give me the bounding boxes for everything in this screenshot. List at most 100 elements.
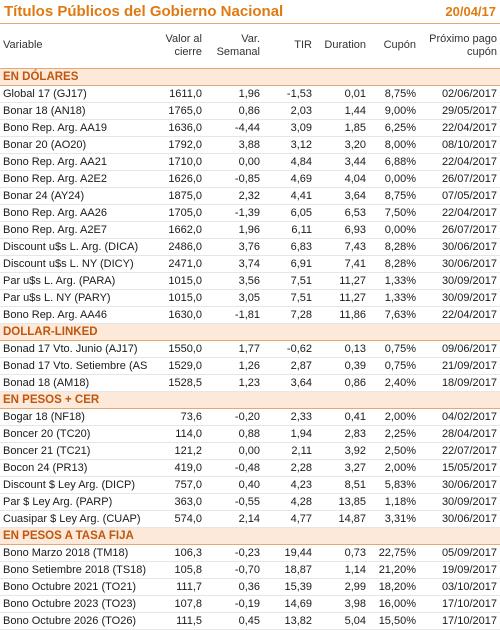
cell: 8,75% [369,187,419,205]
cell: 30/09/2017 [419,272,500,290]
data-row: Par u$s L. NY (PARY) 1015,0 3,05 7,51 11,27 1… [0,289,500,307]
cell: 4,04 [315,170,369,188]
cell: 105,8 [155,561,205,579]
cell: 1636,0 [155,119,205,137]
cell: 7,51 [263,272,315,290]
section-title: DOLLAR-LINKED [0,322,500,341]
data-row: Discount $ Ley Arg. (DICP) 757,0 0,40 4,23 8… [0,476,500,494]
cell: 3,20 [315,136,369,154]
cell: 14,87 [315,510,369,528]
cell: 0,75% [369,357,419,375]
cell: -1,53 [263,85,315,103]
bond-name: Bono Rep. Arg. AA19 [0,119,155,137]
cell: 15/05/2017 [419,459,500,477]
cell: 3,64 [263,374,315,392]
cell: 4,41 [263,187,315,205]
cell: 0,00 [205,442,263,460]
cell: 6,83 [263,238,315,256]
cell: 8,51 [315,476,369,494]
cell: 03/10/2017 [419,578,500,596]
cell: 1,94 [263,425,315,443]
cell: 08/10/2017 [419,136,500,154]
cell: 2,40% [369,374,419,392]
cell: 2,14 [205,510,263,528]
date: 20/04/17 [445,4,496,19]
cell: 73,6 [155,408,205,426]
cell: 6,25% [369,119,419,137]
cell: 3,76 [205,238,263,256]
cell: 22/04/2017 [419,153,500,171]
data-row: Discount u$s L. NY (DICY) 2471,0 3,74 6,91 7… [0,255,500,273]
cell: 04/02/2017 [419,408,500,426]
data-row: Bono Octubre 2023 (TO23) 107,8 -0,19 14,69 3… [0,595,500,613]
bond-name: Bogar 18 (NF18) [0,408,155,426]
cell: 1,33% [369,272,419,290]
cell: 0,88 [205,425,263,443]
cell: 26/07/2017 [419,221,500,239]
cell: 9,00% [369,102,419,120]
cell: 7,50% [369,204,419,222]
section-row: DOLLAR-LINKED [0,322,500,341]
cell: 1611,0 [155,85,205,103]
cell: 1550,0 [155,340,205,358]
cell: -0,62 [263,340,315,358]
cell: 0,86 [315,374,369,392]
column-header: Var. Semanal [205,24,263,69]
data-row: Par $ Ley Arg. (PARP) 363,0 -0,55 4,28 13,85… [0,493,500,511]
cell: -0,19 [205,595,263,613]
cell: 4,23 [263,476,315,494]
cell: 1,85 [315,119,369,137]
bond-name: Bono Rep. Arg. A2E2 [0,170,155,188]
data-row: Bono Setiembre 2018 (TS18) 105,8 -0,70 18,8… [0,561,500,579]
cell: 1705,0 [155,204,205,222]
cell: 3,88 [205,136,263,154]
section-title: EN PESOS + CER [0,390,500,409]
data-row: Bono Octubre 2021 (TO21) 111,7 0,36 15,39 2,… [0,578,500,596]
bond-name: Par u$s L. Arg. (PARA) [0,272,155,290]
cell: 111,7 [155,578,205,596]
cell: 11,86 [315,306,369,324]
cell: 09/06/2017 [419,340,500,358]
bond-name: Bonad 18 (AM18) [0,374,155,392]
data-row: Global 17 (GJ17) 1611,0 1,96 -1,53 0,01 8,75%… [0,85,500,103]
section-row: EN DÓLARES [0,67,500,86]
cell: 13,82 [263,612,315,630]
cell: -0,23 [205,544,263,562]
cell: 0,41 [315,408,369,426]
cell: 2,99 [315,578,369,596]
bond-name: Boncer 21 (TC21) [0,442,155,460]
cell: 07/05/2017 [419,187,500,205]
cell: 106,3 [155,544,205,562]
cell: 13,85 [315,493,369,511]
bond-name: Par $ Ley Arg. (PARP) [0,493,155,511]
cell: 21,20% [369,561,419,579]
data-row: Cuasipar $ Ley Arg. (CUAP) 574,0 2,14 4,77 1… [0,510,500,528]
cell: 2,03 [263,102,315,120]
cell: 16,00% [369,595,419,613]
bond-name: Bonad 17 Vto. Junio (AJ17) [0,340,155,358]
cell: 22,75% [369,544,419,562]
data-row: Bono Rep. Arg. AA19 1636,0 -4,44 3,09 1,85 6,… [0,119,500,137]
cell: 111,5 [155,612,205,630]
cell: 3,27 [315,459,369,477]
cell: 19,44 [263,544,315,562]
bond-name: Boncer 20 (TC20) [0,425,155,443]
column-header: Cupón [369,24,419,69]
cell: 4,69 [263,170,315,188]
column-header: Variable [0,24,155,69]
cell: -1,39 [205,204,263,222]
bond-name: Discount $ Ley Arg. (DICP) [0,476,155,494]
cell: 1,23 [205,374,263,392]
bond-name: Bono Marzo 2018 (TM18) [0,544,155,562]
cell: 17/10/2017 [419,595,500,613]
cell: 7,51 [263,289,315,307]
data-row: Bogar 18 (NF18) 73,6 -0,20 2,33 0,41 2,00% 04/… [0,408,500,426]
cell: 6,05 [263,204,315,222]
data-row: Bonar 24 (AY24) 1875,0 2,32 4,41 3,64 8,75% 07… [0,187,500,205]
cell: -0,48 [205,459,263,477]
cell: 05/09/2017 [419,544,500,562]
cell: 3,31% [369,510,419,528]
cell: 2,00% [369,408,419,426]
cell: 17/10/2017 [419,612,500,630]
cell: 3,74 [205,255,263,273]
